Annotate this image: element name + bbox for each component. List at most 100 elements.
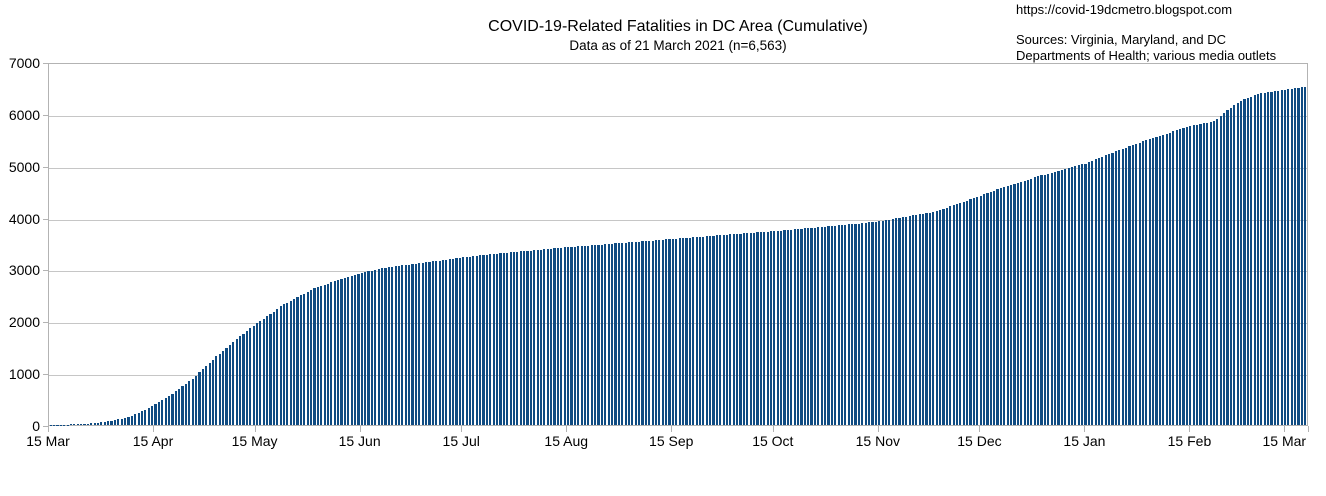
bar <box>986 193 989 425</box>
bar <box>174 391 177 425</box>
bar <box>171 393 174 425</box>
bar <box>479 255 482 425</box>
blog-url: https://covid-19dcmetro.blogspot.com <box>1016 2 1233 17</box>
bar <box>320 286 323 425</box>
bar <box>824 226 827 425</box>
bar <box>374 269 377 425</box>
bar <box>1060 169 1063 425</box>
bar <box>604 244 607 425</box>
bar <box>739 233 742 425</box>
bar <box>959 203 962 425</box>
gridline <box>49 115 1307 117</box>
bar <box>347 276 350 425</box>
bar <box>1277 90 1280 425</box>
bar <box>418 263 421 425</box>
bar <box>526 250 529 425</box>
x-axis-tick <box>1189 426 1191 432</box>
bar <box>817 227 820 425</box>
bar <box>908 216 911 425</box>
bar <box>387 267 390 425</box>
bar <box>161 400 164 425</box>
y-axis-label: 1000 <box>8 366 40 383</box>
y-axis-label: 6000 <box>8 106 40 123</box>
bar <box>922 213 925 425</box>
x-axis-label: 15 Feb <box>1167 433 1212 449</box>
bar <box>874 221 877 425</box>
bar <box>952 205 955 425</box>
bar <box>905 216 908 425</box>
bar <box>702 236 705 425</box>
bar <box>151 406 154 425</box>
bar <box>536 249 539 425</box>
bar <box>732 234 735 425</box>
bar <box>644 241 647 425</box>
bar <box>834 225 837 425</box>
bar <box>925 213 928 425</box>
bar <box>766 231 769 425</box>
x-axis-tick <box>979 426 981 432</box>
x-axis-label: 15 Jun <box>338 433 381 449</box>
bar <box>685 237 688 425</box>
bar <box>590 245 593 425</box>
bar <box>289 300 292 425</box>
bar <box>293 298 296 425</box>
bar <box>597 244 600 425</box>
bar <box>337 279 340 425</box>
bar <box>465 257 468 425</box>
bar <box>90 423 93 425</box>
bar <box>326 283 330 425</box>
bar <box>993 190 996 425</box>
bar <box>763 231 766 425</box>
bar <box>1155 136 1158 425</box>
bar <box>776 230 779 425</box>
bar <box>654 240 658 425</box>
bar <box>178 388 181 425</box>
bar <box>381 268 384 425</box>
bar <box>516 251 519 425</box>
bar <box>1013 183 1016 425</box>
bar <box>266 316 269 425</box>
bar <box>384 267 387 425</box>
bar <box>299 295 302 425</box>
attribution-block: https://covid-19dcmetro.blogspot.com Sou… <box>1016 2 1276 64</box>
bar <box>181 386 184 425</box>
bar <box>458 257 461 425</box>
bar <box>583 245 587 425</box>
bar <box>1280 90 1283 425</box>
bar <box>898 217 901 425</box>
y-axis-label: 5000 <box>8 158 40 175</box>
bar <box>205 366 208 425</box>
bar <box>1128 146 1131 425</box>
bar <box>1246 97 1249 425</box>
bar <box>928 212 931 425</box>
bar <box>1010 184 1013 425</box>
bar <box>915 214 918 425</box>
bar <box>1003 186 1006 425</box>
bar <box>296 296 299 425</box>
bar <box>712 235 715 425</box>
bar <box>262 318 265 425</box>
bar <box>323 284 326 425</box>
bar <box>533 250 536 425</box>
bar <box>641 241 644 425</box>
bar <box>492 253 495 425</box>
bar <box>235 339 238 425</box>
bar <box>871 222 874 425</box>
bar <box>1219 115 1222 425</box>
bar <box>475 255 478 425</box>
bar <box>215 356 218 425</box>
bar <box>1152 138 1155 425</box>
bar <box>567 247 570 425</box>
bar <box>573 246 576 425</box>
bar <box>780 230 783 425</box>
bar <box>1212 121 1216 425</box>
bar <box>1236 102 1239 425</box>
bar <box>543 249 546 425</box>
bar <box>695 237 698 425</box>
bar <box>529 250 532 425</box>
bar <box>668 239 671 425</box>
bar <box>1121 148 1124 425</box>
bar <box>1233 105 1236 425</box>
bar <box>796 229 800 425</box>
